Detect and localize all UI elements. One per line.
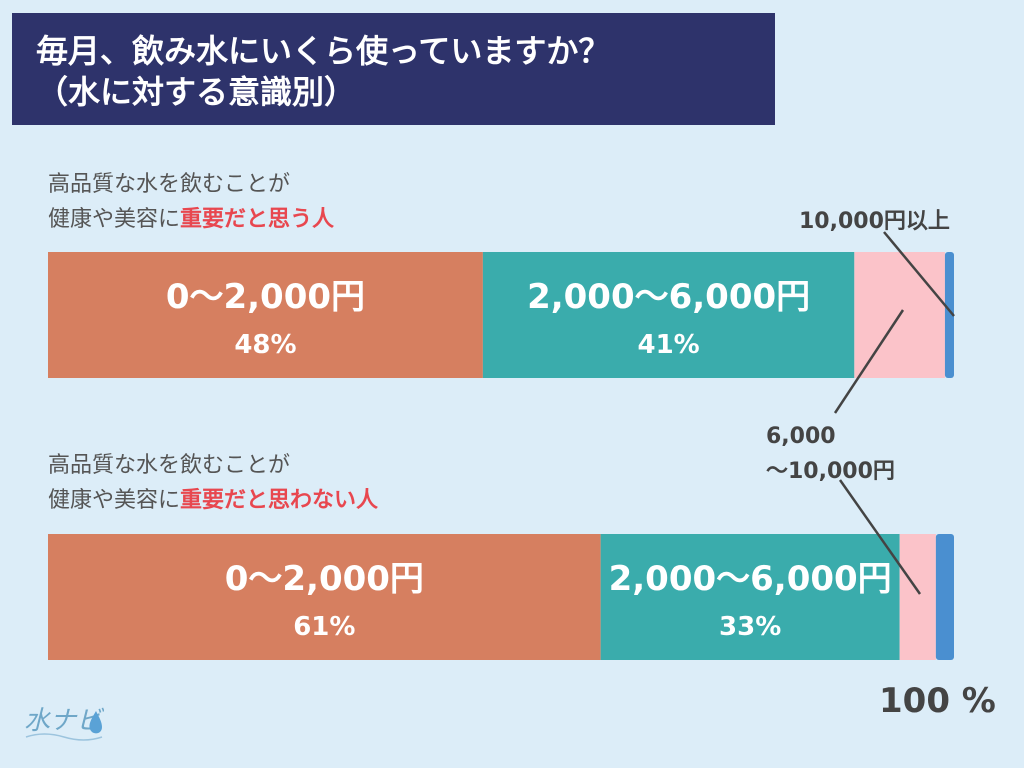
bar-category-label-1-1: 0〜2,000円 [166, 277, 365, 317]
group-label-prefix: 健康や美容に [48, 207, 181, 232]
group-label-line2: 健康や美容に重要だと思わない人 [48, 483, 378, 518]
bars-layer: 0〜2,000円 48% 2,000〜6,000円 41% 0〜2,000円 61% 2,0… [48, 252, 954, 660]
chart-title: 毎月、飲み水にいくら使っていますか？ （水に対する意識別） [12, 13, 775, 125]
leader-line-10000-plus [883, 231, 955, 317]
water-drop-icon [89, 711, 102, 734]
mizunavi-logo: 水ナビ [24, 706, 104, 741]
bar-segment-1-4 [944, 252, 954, 378]
chart-title-line1: 毎月、飲み水にいくら使っていますか？ [36, 32, 611, 70]
group-label-important: 高品質な水を飲むことが 健康や美容に重要だと思う人 [48, 167, 334, 237]
bar-category-label-2-2: 2,000〜6,000円 [609, 559, 892, 599]
callout-6000-10000-line2: 〜10,000円 [766, 459, 895, 484]
group-label-line2: 健康や美容に重要だと思う人 [48, 202, 334, 237]
leader-line-6000-10000-bottom [838, 479, 922, 595]
bar-category-label-2-1: 0〜2,000円 [225, 559, 424, 599]
bar-segment-1-1 [48, 252, 483, 378]
chart-title-line2: （水に対する意識別） [36, 73, 357, 111]
group-label-not-important: 高品質な水を飲むことが 健康や美容に重要だと思わない人 [48, 448, 378, 518]
bar-category-label-1-2: 2,000〜6,000円 [527, 277, 810, 317]
leader-line-6000-10000-top [833, 309, 905, 414]
bar-segment-1-2 [482, 252, 855, 378]
group-label-prefix: 健康や美容に [48, 488, 181, 513]
group-label-highlight: 重要だと思わない人 [180, 488, 379, 513]
bar-value-label-1-1: 48% [234, 330, 296, 360]
callout-10000-plus: 10,000円以上 [799, 209, 950, 234]
bar-segment-2-3 [899, 534, 936, 660]
bar-value-label-2-1: 61% [293, 612, 355, 642]
axis-end-label: 100 % [879, 681, 996, 721]
group-label-line1: 高品質な水を飲むことが [48, 172, 291, 197]
leader-lines [833, 231, 955, 595]
bar-segment-2-1 [48, 534, 601, 660]
group-label-line1: 高品質な水を飲むことが [48, 453, 291, 478]
callout-6000-10000-line1: 6,000 [766, 424, 836, 449]
group-label-highlight: 重要だと思う人 [180, 207, 335, 232]
bar-value-label-2-2: 33% [719, 612, 781, 642]
bar-value-label-1-2: 41% [637, 330, 699, 360]
bar-segment-2-4 [935, 534, 954, 660]
logo-wave-icon [25, 733, 103, 741]
bar-segment-2-2 [600, 534, 900, 660]
